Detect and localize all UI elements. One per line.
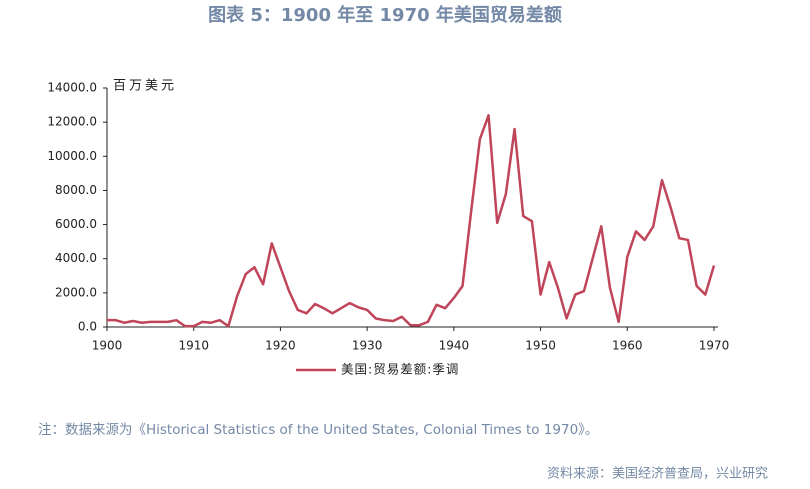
y-tick-label: 0.0: [78, 320, 97, 334]
y-tick-label: 6000.0: [55, 217, 97, 231]
x-tick-label: 1900: [92, 339, 123, 353]
source: 资料来源：美国经济普查局，兴业研究: [547, 467, 768, 482]
y-tick-label: 14000.0: [47, 81, 97, 95]
y-tick-label: 10000.0: [47, 149, 97, 163]
note: 注：数据来源为《Historical Statistics of the Uni…: [38, 422, 598, 438]
x-tick-label: 1940: [439, 339, 470, 353]
y-tick-label: 8000.0: [55, 183, 97, 197]
y-axis-unit: 百万美元: [113, 79, 177, 94]
x-tick-label: 1930: [352, 339, 383, 353]
x-tick-label: 1910: [178, 339, 209, 353]
y-tick-label: 2000.0: [55, 285, 97, 299]
chart-title: 图表 5：1900 年至 1970 年美国贸易差额: [208, 4, 562, 26]
y-tick-label: 12000.0: [47, 115, 97, 129]
y-tick-label: 4000.0: [55, 251, 97, 265]
x-tick-label: 1920: [265, 339, 296, 353]
x-tick-label: 1970: [699, 339, 730, 353]
x-tick-label: 1960: [612, 339, 643, 353]
data-line: [107, 114, 716, 328]
legend-label: 美国:贸易差额:季调: [341, 362, 459, 377]
x-tick-label: 1950: [525, 339, 556, 353]
